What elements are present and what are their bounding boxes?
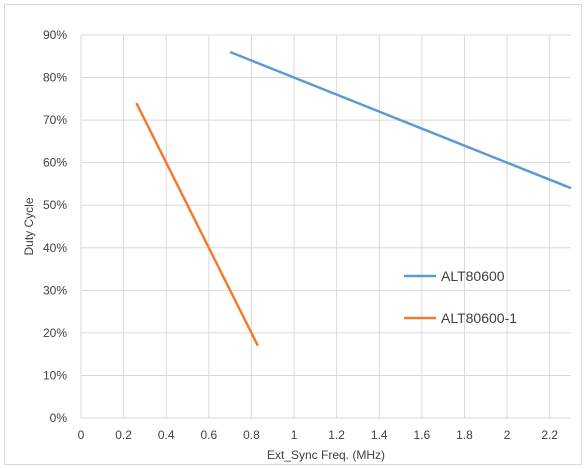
x-tick-label: 0.2	[115, 428, 132, 442]
x-tick-label: 1.2	[328, 428, 345, 442]
y-tick-label: 0%	[50, 411, 68, 425]
x-axis-title: Ext_Sync Freq. (MHz)	[267, 448, 385, 462]
x-tick-label: 1.8	[456, 428, 473, 442]
series-lines	[135, 50, 572, 347]
x-tick-label: 2	[504, 428, 511, 442]
x-axis-ticks: 0 0.2 0.4 0.6 0.8 1 1.2 1.4 1.6 1.8 2 2.2	[78, 428, 559, 442]
x-tick-label: 2.2	[541, 428, 558, 442]
x-tick-label: 0.8	[243, 428, 260, 442]
x-tick-label: 0.4	[158, 428, 175, 442]
legend-label-1: ALT80600	[441, 268, 505, 284]
legend: ALT80600 ALT80600-1	[404, 268, 517, 326]
y-tick-label: 40%	[43, 241, 67, 255]
series-line-2	[135, 102, 259, 347]
y-axis-ticks: 0% 10% 20% 30% 40% 50% 60% 70% 80% 90%	[43, 28, 67, 425]
y-tick-label: 30%	[43, 283, 67, 297]
x-tick-label: 0	[78, 428, 85, 442]
x-tick-label: 1.4	[371, 428, 388, 442]
y-tick-label: 50%	[43, 198, 67, 212]
x-tick-label: 1.6	[414, 428, 431, 442]
y-tick-label: 90%	[43, 28, 67, 42]
y-tick-label: 10%	[43, 368, 67, 382]
series-line-1	[229, 50, 572, 190]
legend-label-2: ALT80600-1	[441, 310, 517, 326]
chart-frame	[4, 4, 582, 465]
y-axis-title: Duty Cycle	[22, 197, 36, 255]
y-tick-label: 70%	[43, 113, 67, 127]
grid-lines	[80, 34, 571, 419]
y-tick-label: 20%	[43, 326, 67, 340]
y-tick-label: 80%	[43, 71, 67, 85]
x-tick-label: 0.6	[200, 428, 217, 442]
y-tick-label: 60%	[43, 156, 67, 170]
x-tick-label: 1	[291, 428, 298, 442]
